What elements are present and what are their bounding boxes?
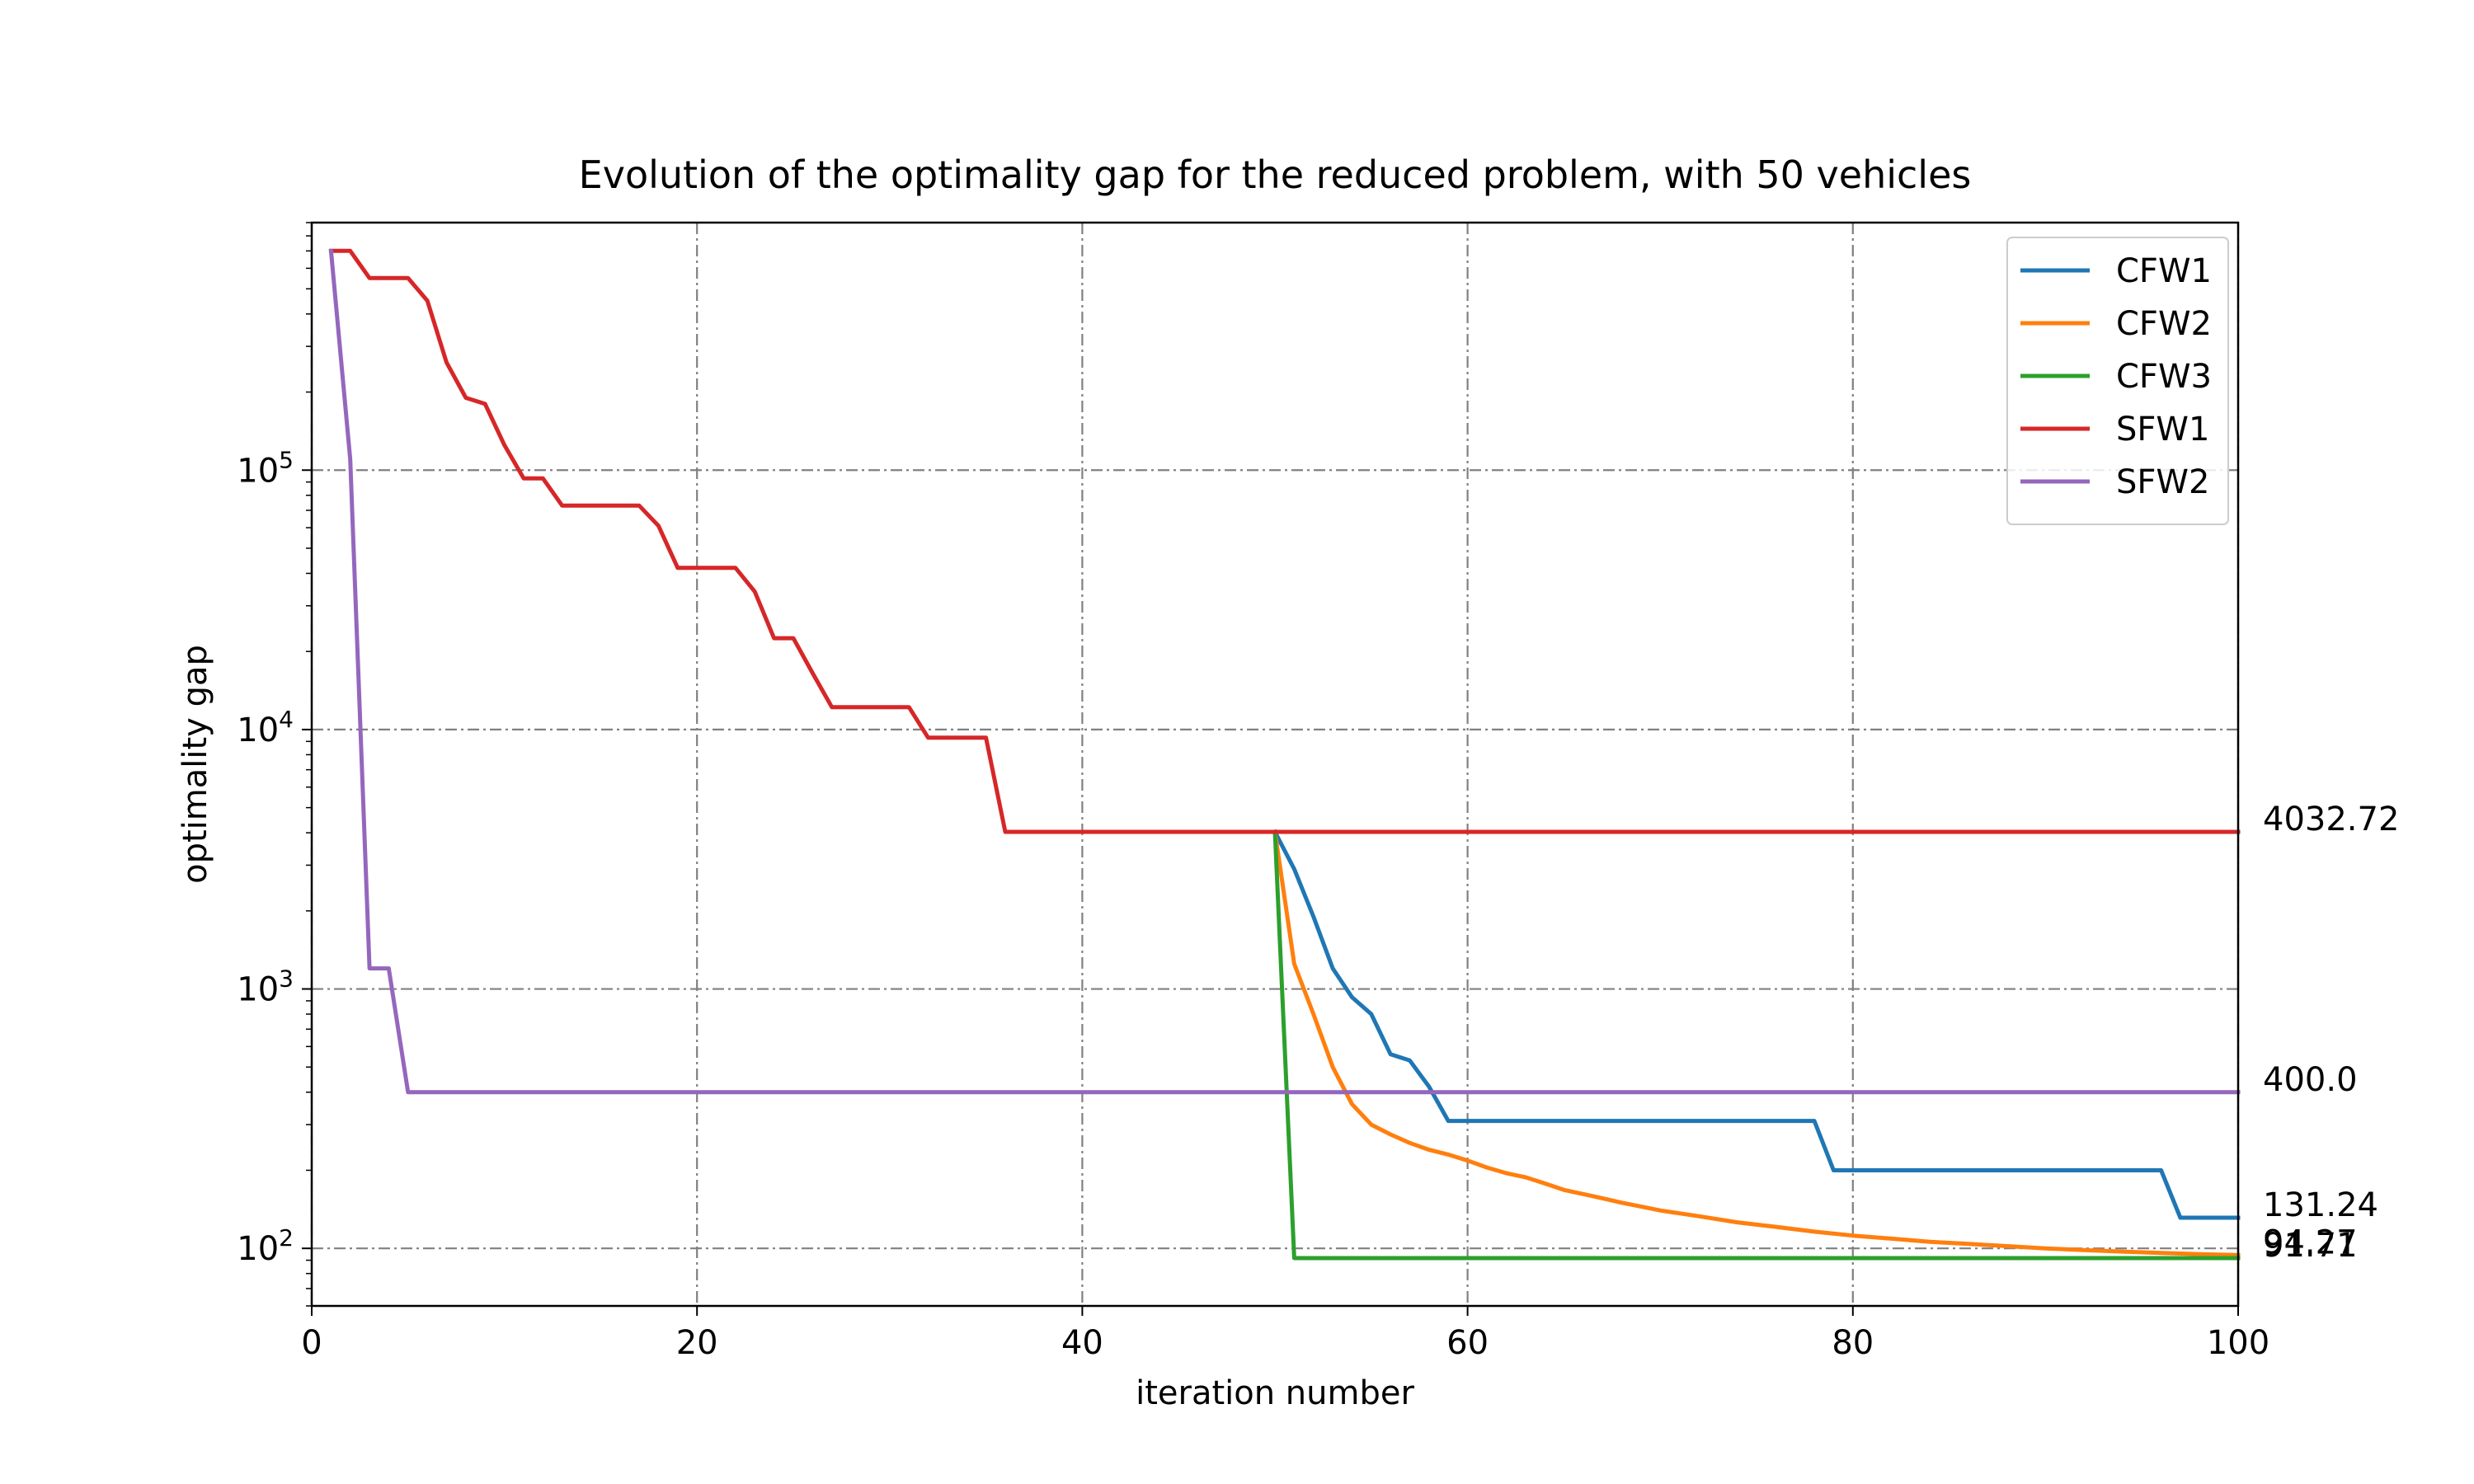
end-label-cfw1: 131.24	[2263, 1186, 2378, 1224]
y-tick-exponent: 4	[279, 706, 294, 733]
y-axis-label: optimality gap	[176, 645, 214, 884]
end-label-cfw2: 94.27	[2263, 1223, 2358, 1261]
series-line-cfw1	[1272, 829, 2241, 1220]
series-line-cfw3	[1272, 829, 2241, 1261]
x-tick-label: 60	[1446, 1324, 1489, 1362]
y-tick-label: 105	[237, 446, 294, 490]
end-label-cfw3: 91.71	[2263, 1227, 2358, 1265]
x-tick-label: 100	[2207, 1324, 2269, 1362]
end-label-sfw1: 4032.72	[2263, 801, 2399, 838]
series-line-sfw1	[328, 248, 2241, 834]
y-tick-base: 10	[237, 711, 279, 749]
series-line-cfw2	[1272, 829, 2241, 1257]
legend-box	[2006, 237, 2229, 525]
plot-frame	[310, 221, 2240, 1308]
chart-title: Evolution of the optimality gap for the …	[579, 153, 1972, 197]
legend-label-cfw2: CFW2	[2116, 305, 2212, 343]
y-tick-label: 103	[237, 965, 294, 1009]
x-tick-label: 40	[1061, 1324, 1103, 1362]
y-tick-base: 10	[237, 452, 279, 490]
x-axis-label: iteration number	[1136, 1374, 1414, 1412]
legend-label-sfw2: SFW2	[2116, 463, 2209, 501]
end-label-sfw2: 400.0	[2263, 1061, 2358, 1099]
y-tick-label: 102	[237, 1224, 294, 1268]
y-tick-exponent: 5	[279, 446, 294, 473]
legend-label-cfw3: CFW3	[2116, 358, 2212, 396]
legend: CFW1 CFW2 CFW3 SFW1 SFW2	[2006, 237, 2229, 525]
x-tick-label: 80	[1832, 1324, 1874, 1362]
y-tick-exponent: 2	[279, 1224, 294, 1252]
y-tick-label: 104	[237, 706, 294, 749]
y-tick-base: 10	[237, 1230, 279, 1268]
x-tick-label: 0	[301, 1324, 322, 1362]
y-tick-exponent: 3	[279, 965, 294, 993]
y-tick-base: 10	[237, 971, 279, 1009]
x-tick-label: 20	[676, 1324, 718, 1362]
series-line-sfw2	[328, 248, 2241, 1095]
legend-label-cfw1: CFW1	[2116, 252, 2212, 290]
series-lines	[328, 248, 2241, 1261]
legend-label-sfw1: SFW1	[2116, 411, 2209, 448]
